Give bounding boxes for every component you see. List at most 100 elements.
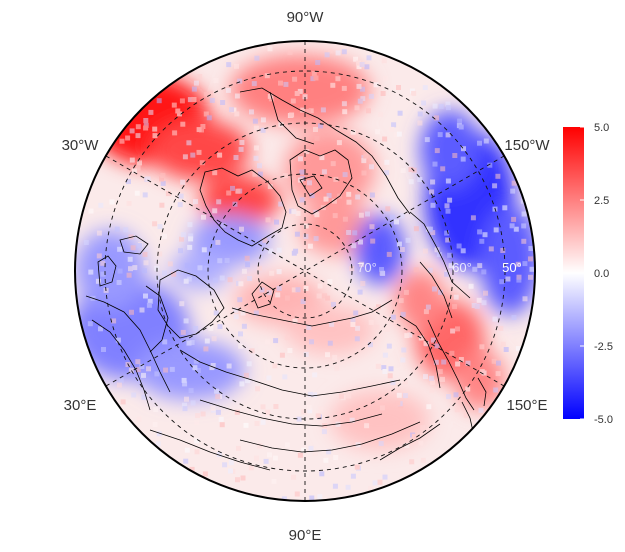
colorbar-tick-label: 5.0 bbox=[594, 122, 609, 134]
grid-cell bbox=[331, 198, 337, 204]
grid-cell bbox=[117, 246, 123, 252]
grid-cell bbox=[364, 64, 370, 70]
grid-cell bbox=[417, 111, 423, 117]
grid-cell bbox=[169, 366, 175, 372]
grid-cell bbox=[290, 98, 296, 104]
grid-cell bbox=[303, 286, 309, 291]
grid-cell bbox=[190, 400, 196, 406]
grid-cell bbox=[291, 209, 297, 215]
grid-cell bbox=[430, 337, 436, 343]
grid-cell bbox=[217, 152, 223, 158]
grid-cell bbox=[483, 290, 488, 296]
grid-cell bbox=[306, 404, 312, 410]
colorbar-tick-label: 0.0 bbox=[594, 268, 609, 280]
grid-cell bbox=[203, 346, 209, 352]
grid-cell bbox=[433, 359, 439, 365]
lat-label-70: 70° bbox=[357, 260, 377, 275]
grid-cell bbox=[460, 248, 466, 254]
grid-cell bbox=[445, 101, 451, 107]
grid-cell bbox=[356, 83, 362, 89]
grid-cell bbox=[384, 159, 390, 165]
grid-cell bbox=[449, 350, 455, 356]
grid-cell bbox=[349, 417, 355, 423]
grid-cell bbox=[289, 112, 295, 118]
grid-cell bbox=[436, 252, 442, 258]
grid-cell bbox=[446, 394, 452, 400]
grid-cell bbox=[200, 124, 206, 129]
grid-cell bbox=[181, 377, 187, 383]
grid-cell bbox=[407, 95, 413, 101]
grid-cell bbox=[492, 316, 498, 322]
grid-cell bbox=[187, 222, 193, 228]
grid-cell bbox=[434, 247, 440, 253]
grid-cell bbox=[355, 325, 361, 331]
anomaly-field bbox=[75, 41, 535, 501]
grid-cell bbox=[307, 243, 313, 249]
grid-cell bbox=[445, 237, 451, 243]
grid-cell bbox=[204, 338, 210, 344]
grid-cell bbox=[291, 175, 297, 181]
colorbar-ticks: 5.0 2.5 0.0 -2.5 -5.0 bbox=[580, 122, 613, 426]
grid-cell bbox=[116, 280, 122, 285]
grid-cell bbox=[187, 97, 193, 103]
grid-cell bbox=[313, 75, 319, 81]
grid-cell bbox=[271, 478, 277, 484]
grid-cell bbox=[294, 91, 300, 96]
grid-cell bbox=[278, 80, 283, 86]
grid-cell bbox=[175, 108, 181, 114]
coastline-uk bbox=[97, 255, 117, 287]
grid-cell bbox=[309, 339, 314, 345]
grid-cell bbox=[206, 115, 212, 121]
grid-cell bbox=[429, 189, 435, 195]
grid-cell bbox=[317, 494, 323, 500]
grid-cell bbox=[384, 170, 390, 176]
grid-cell bbox=[440, 376, 445, 382]
grid-cell bbox=[189, 466, 195, 472]
grid-cell bbox=[323, 457, 329, 463]
grid-cell bbox=[297, 88, 303, 94]
grid-cell bbox=[488, 246, 494, 252]
grid-cell bbox=[148, 109, 154, 115]
grid-cell bbox=[358, 212, 364, 218]
grid-cell bbox=[366, 108, 371, 114]
grid-cell bbox=[341, 85, 347, 91]
grid-cell bbox=[453, 294, 459, 300]
grid-cell bbox=[126, 179, 131, 185]
grid-cell bbox=[143, 125, 149, 131]
grid-cell bbox=[307, 180, 312, 186]
coastlines bbox=[85, 87, 487, 471]
grid-cell bbox=[372, 480, 378, 486]
grid-cell bbox=[178, 248, 183, 254]
grid-cell bbox=[183, 318, 189, 324]
grid-cell bbox=[505, 276, 511, 282]
grid-cell bbox=[478, 407, 484, 413]
grid-cell bbox=[288, 310, 294, 316]
grid-cell bbox=[529, 266, 535, 272]
grid-cell bbox=[499, 279, 505, 285]
grid-cell bbox=[279, 352, 285, 358]
grid-cell bbox=[219, 422, 225, 428]
grid-cell bbox=[243, 372, 249, 378]
grid-cell bbox=[465, 386, 471, 392]
grid-cell bbox=[338, 393, 344, 399]
grid-cell bbox=[117, 268, 123, 274]
grid-cell bbox=[450, 328, 456, 334]
grid-cell bbox=[335, 125, 341, 131]
grid-cell bbox=[495, 371, 501, 377]
grid-cell bbox=[417, 120, 423, 126]
grid-cell bbox=[327, 279, 333, 285]
grid-cell bbox=[100, 271, 106, 277]
grid-cell bbox=[356, 64, 362, 70]
grid-cell bbox=[111, 318, 117, 324]
grid-cell bbox=[395, 400, 401, 406]
grid-cell bbox=[208, 325, 214, 331]
grid-cell bbox=[272, 363, 278, 369]
grid-cell bbox=[329, 321, 335, 327]
grid-cell bbox=[307, 408, 313, 414]
grid-cell bbox=[193, 326, 199, 331]
grid-cell bbox=[284, 442, 290, 448]
grid-cell bbox=[292, 76, 298, 82]
grid-cell bbox=[396, 131, 402, 137]
grid-cell bbox=[360, 86, 365, 92]
grid-cell bbox=[180, 179, 186, 185]
